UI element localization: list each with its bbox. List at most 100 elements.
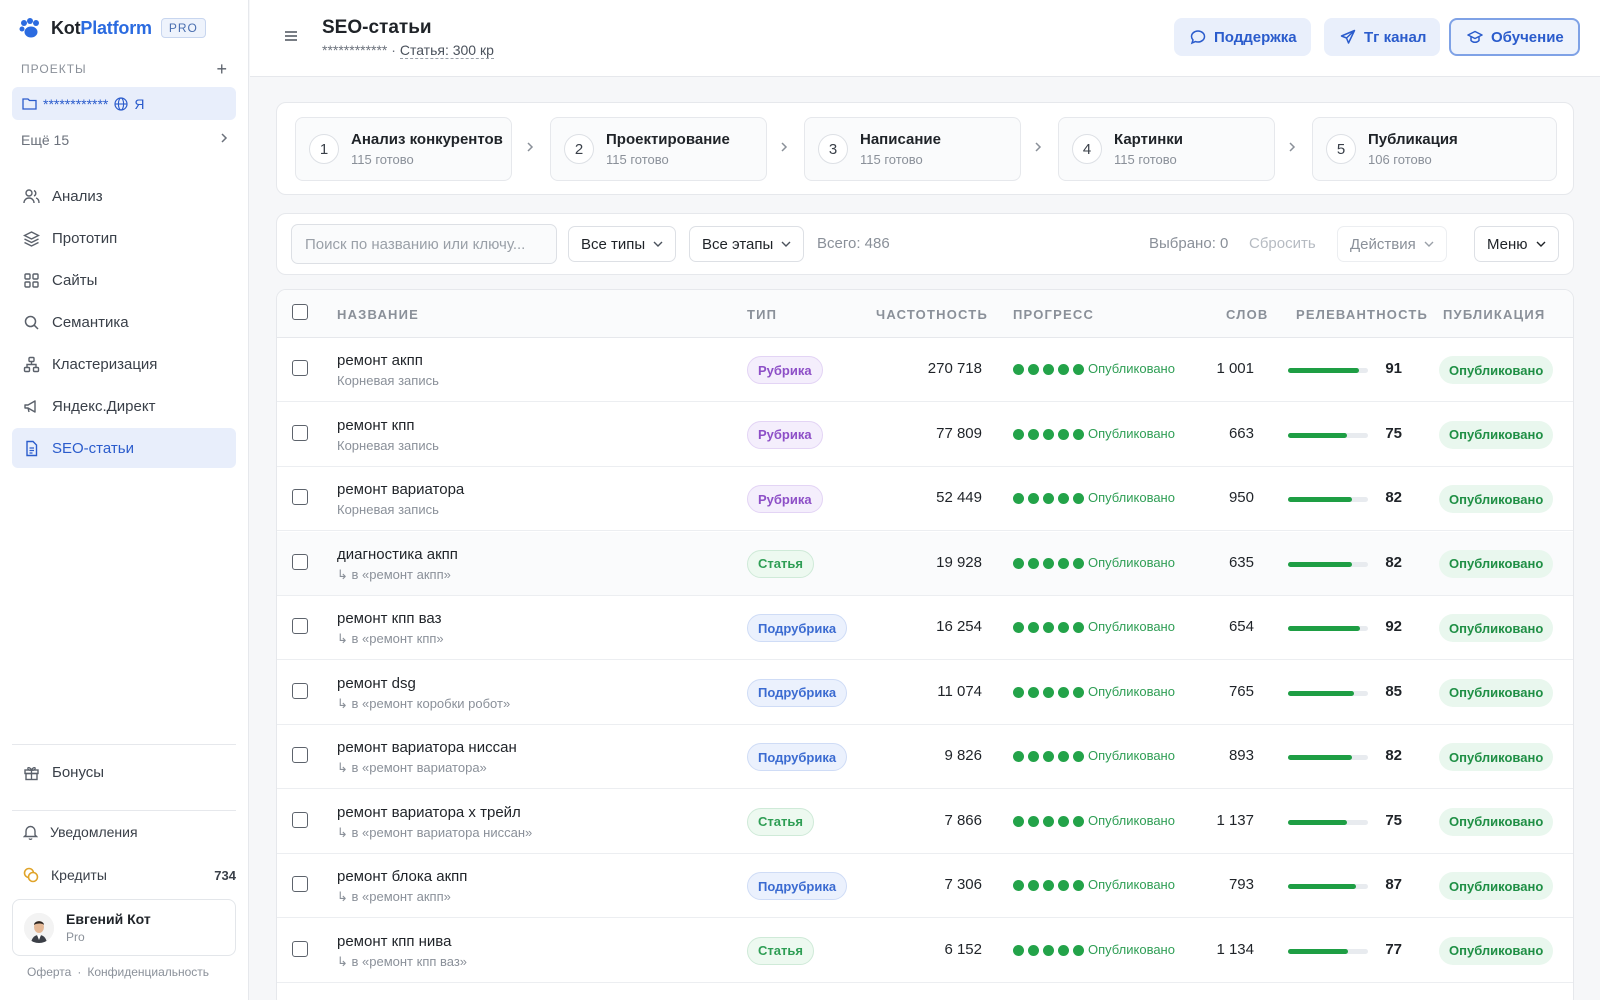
row-checkbox[interactable] xyxy=(292,618,308,634)
article-parent: ↳ в «ремонт акпп» xyxy=(337,566,451,582)
sidebar-item-bonus[interactable]: Бонусы xyxy=(12,752,236,792)
table-row[interactable]: ремонт акпп Корневая запись Рубрика 270 718… xyxy=(277,338,1573,402)
select-all-checkbox[interactable] xyxy=(292,304,308,320)
divider xyxy=(12,744,236,745)
more-projects[interactable]: Ещё 15 xyxy=(21,132,228,148)
article-title[interactable]: ремонт вариатора х трейл xyxy=(337,803,521,821)
menu-dropdown[interactable]: Меню xyxy=(1474,226,1559,262)
learning-button[interactable]: Обучение xyxy=(1449,18,1580,56)
type-badge: Рубрика xyxy=(747,420,823,449)
frequency-value: 77 809 xyxy=(936,424,982,442)
user-card[interactable]: Евгений Кот Pro xyxy=(12,899,236,956)
table-row[interactable]: ремонт блока акпп ↳ в «ремонт акпп» Подруб… xyxy=(277,854,1573,918)
article-parent: ↳ в «ремонт вариатора» xyxy=(337,760,487,775)
search-icon xyxy=(24,315,39,330)
column-frequency[interactable]: ЧАСТОТНОСТЬ xyxy=(876,307,988,322)
progress-status: Опубликовано xyxy=(1088,812,1175,828)
row-checkbox[interactable] xyxy=(292,811,308,828)
article-title[interactable]: ремонт кпп xyxy=(337,416,415,434)
sidebar-item-clustering[interactable]: Кластеризация xyxy=(12,344,236,384)
step-competitor-analysis[interactable]: 1 Анализ конкурентов 115 готово xyxy=(295,117,512,181)
relevance-value: 87 xyxy=(1385,876,1402,893)
table-row[interactable]: ремонт вариатора ниссан ↳ в «ремонт вариа… xyxy=(277,725,1573,789)
relevance-value: 75 xyxy=(1385,424,1402,442)
progress-dot xyxy=(1028,944,1039,956)
article-title[interactable]: диагностика акпп xyxy=(337,545,458,563)
progress-dot xyxy=(1013,622,1024,633)
row-checkbox[interactable] xyxy=(292,553,308,570)
row-checkbox[interactable] xyxy=(292,682,308,699)
support-button[interactable]: Поддержка xyxy=(1174,18,1311,56)
table-row[interactable]: ремонт dsg ↳ в «ремонт коробки робот» Подр… xyxy=(277,661,1573,725)
sidebar-item-prototype[interactable]: Прототип xyxy=(12,218,236,258)
support-button-label: Поддержка xyxy=(1214,28,1297,46)
publication-status-badge: Опубликовано xyxy=(1439,614,1554,642)
search-input[interactable] xyxy=(291,224,557,264)
step-publication[interactable]: 5 Публикация 106 готово xyxy=(1312,117,1557,181)
table-row[interactable]: ремонт вариатора х трейл ↳ в «ремонт вари… xyxy=(277,790,1573,854)
article-price-link[interactable]: Статья: 300 кр xyxy=(399,42,494,59)
current-project[interactable]: ************ Я xyxy=(12,87,236,120)
article-title[interactable]: ремонт кпп ваз xyxy=(337,610,442,627)
step-design[interactable]: 2 Проектирование 115 готово xyxy=(550,117,767,181)
table-row[interactable]: ремонт кпп Корневая запись Рубрика 77 809 Оп… xyxy=(277,403,1573,467)
credits-link[interactable]: Кредиты 734 xyxy=(12,867,236,883)
offer-link[interactable]: Оферта xyxy=(27,965,72,979)
table-row[interactable]: ремонт вариатора Корневая запись Рубрика 52… xyxy=(277,467,1573,531)
menu-icon[interactable] xyxy=(284,30,298,42)
privacy-link[interactable]: Конфиденциальность xyxy=(87,965,210,979)
send-icon xyxy=(1340,29,1356,44)
row-checkbox[interactable] xyxy=(292,424,308,441)
table-row[interactable]: ремонт кпп ваз ↳ в «ремонт кпп» Подрубрика… xyxy=(277,596,1573,660)
sidebar-item-semantics[interactable]: Семантика xyxy=(12,302,236,342)
column-progress[interactable]: ПРОГРЕСС xyxy=(1013,307,1095,322)
stage-filter-select[interactable]: Все этапы xyxy=(689,226,805,262)
progress-dot xyxy=(1043,493,1054,504)
telegram-button[interactable]: Тг канал xyxy=(1324,18,1441,56)
article-title[interactable]: ремонт кпп нива xyxy=(337,932,452,950)
cluster-icon xyxy=(23,356,40,372)
document-icon xyxy=(26,440,38,456)
table-row[interactable]: диагностика акпп ↳ в «ремонт акпп» Статья 1… xyxy=(277,531,1573,596)
column-relevance[interactable]: РЕЛЕВАНТНОСТЬ xyxy=(1296,307,1429,322)
sidebar-item-analysis[interactable]: Анализ xyxy=(12,176,236,216)
publication-status-badge: Опубликовано xyxy=(1439,743,1554,771)
type-filter-select[interactable]: Все типы xyxy=(568,226,677,262)
relevance-value: 75 xyxy=(1385,811,1402,829)
row-checkbox[interactable] xyxy=(292,876,308,892)
article-title[interactable]: ремонт вариатора xyxy=(337,481,465,498)
relevance-bar xyxy=(1288,432,1368,438)
column-words[interactable]: СЛОВ xyxy=(1226,307,1269,322)
article-title[interactable]: ремонт dsg xyxy=(337,674,416,692)
article-title[interactable]: ремонт вариатора ниссан xyxy=(337,739,517,756)
type-badge: Подрубрика xyxy=(747,872,848,900)
row-checkbox[interactable] xyxy=(292,489,308,505)
masked-project: ************ · xyxy=(322,42,396,58)
table-row[interactable]: ремонт кпп нива ↳ в «ремонт кпп ваз» Стать… xyxy=(277,919,1573,983)
column-name[interactable]: НАЗВАНИЕ xyxy=(337,307,420,322)
pro-badge: PRO xyxy=(160,18,206,38)
column-type[interactable]: ТИП xyxy=(747,307,778,322)
notifications-link[interactable]: Уведомления xyxy=(12,824,236,840)
add-project-icon[interactable]: + xyxy=(216,59,228,79)
sidebar-item-direct[interactable]: Яндекс.Директ xyxy=(12,386,236,426)
progress-dot xyxy=(1028,493,1039,504)
article-parent: Корневая запись xyxy=(337,373,439,388)
sidebar-item-seo-articles[interactable]: SEO-статьи xyxy=(12,428,236,468)
logo[interactable]: KotPlatform PRO xyxy=(19,16,206,40)
relevance-bar-fill xyxy=(1288,561,1352,567)
step-images[interactable]: 4 Картинки 115 готово xyxy=(1058,117,1275,181)
actions-dropdown[interactable]: Действия xyxy=(1337,226,1447,262)
reset-button[interactable]: Сбросить xyxy=(1249,235,1316,252)
row-checkbox[interactable] xyxy=(292,747,308,763)
article-title[interactable]: ремонт блока акпп xyxy=(337,868,468,885)
row-checkbox[interactable] xyxy=(292,940,308,957)
gift-icon xyxy=(24,766,39,780)
progress-status: Опубликовано xyxy=(1088,361,1175,376)
row-checkbox[interactable] xyxy=(292,360,308,376)
article-title[interactable]: ремонт акпп xyxy=(337,352,423,369)
step-writing[interactable]: 3 Написание 115 готово xyxy=(804,117,1021,181)
column-publication[interactable]: ПУБЛИКАЦИЯ xyxy=(1443,307,1546,322)
relevance-value: 91 xyxy=(1385,360,1402,377)
sidebar-item-sites[interactable]: Сайты xyxy=(12,260,236,300)
